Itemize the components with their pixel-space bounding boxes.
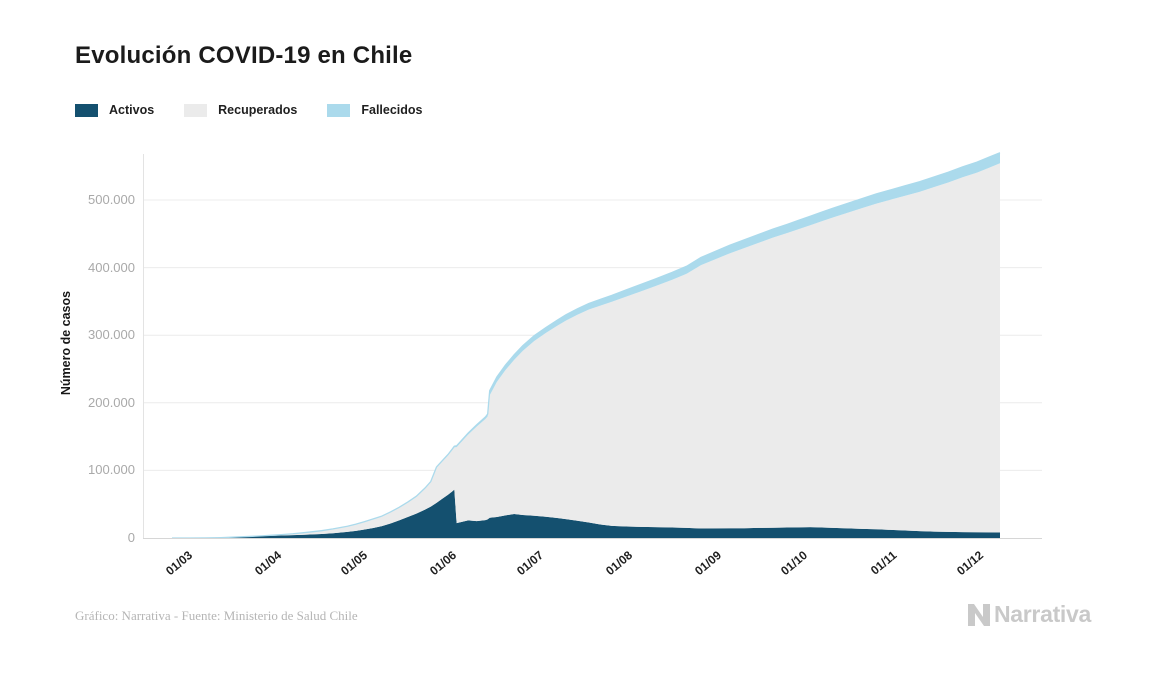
narrativa-logo-text: Narrativa xyxy=(993,601,1091,627)
y-tick-label: 500.000 xyxy=(88,192,135,207)
x-tick-label: 01/07 xyxy=(513,548,546,579)
x-tick-label: 01/09 xyxy=(691,548,724,579)
total-crest-line xyxy=(171,152,1001,539)
area-recuperados xyxy=(172,163,1000,539)
area-activos xyxy=(172,489,1000,538)
legend-label-recuperados: Recuperados xyxy=(218,103,298,117)
legend-swatch-recuperados xyxy=(184,103,208,117)
x-tick-label: 01/11 xyxy=(867,548,900,578)
x-tick-label: 01/06 xyxy=(427,548,460,579)
y-tick-label: 0 xyxy=(127,530,135,545)
narrativa-n-icon xyxy=(967,603,990,626)
chart-credit: Gráfico: Narrativa - Fuente: Ministerio … xyxy=(75,608,358,623)
y-tick-label: 300.000 xyxy=(88,327,135,343)
x-tick-label: 01/05 xyxy=(338,548,371,579)
y-tick-label: 200.000 xyxy=(88,394,135,410)
y-tick-label: 400.000 xyxy=(88,259,135,275)
legend-label-fallecidos: Fallecidos xyxy=(361,103,423,117)
x-tick-label: 01/03 xyxy=(162,548,195,579)
legend-item-recuperados[interactable]: Recuperados xyxy=(184,103,297,117)
x-tick-label: 01/12 xyxy=(953,548,986,579)
x-tick-label: 01/10 xyxy=(778,548,811,579)
page-title: Evolución COVID-19 en Chile xyxy=(75,42,413,69)
legend-swatch-activos xyxy=(75,103,98,117)
chart-canvas[interactable] xyxy=(143,148,1042,542)
legend-item-fallecidos[interactable]: Fallecidos xyxy=(327,103,423,117)
narrativa-logo: Narrativa xyxy=(967,601,1091,628)
legend-label-activos: Activos xyxy=(109,103,155,117)
chart-legend: Activos Recuperados Fallecidos xyxy=(75,103,453,117)
area-fallecidos xyxy=(172,152,1000,538)
x-tick-label: 01/08 xyxy=(602,548,635,579)
x-tick-label: 01/04 xyxy=(252,548,285,579)
y-tick-label: 100.000 xyxy=(88,462,135,478)
legend-item-activos[interactable]: Activos xyxy=(75,103,154,117)
legend-swatch-fallecidos xyxy=(327,103,351,117)
